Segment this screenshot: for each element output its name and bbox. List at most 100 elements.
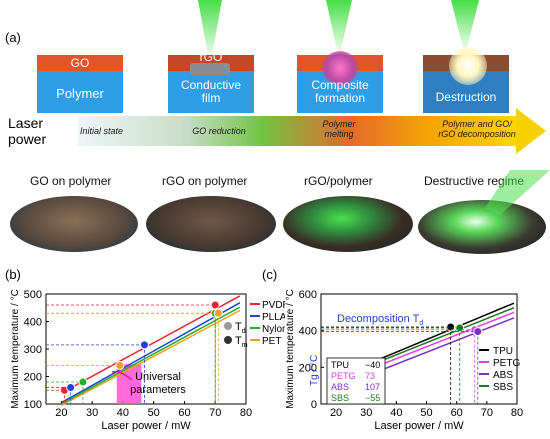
y-tick-label: 300 [24, 344, 42, 356]
panel-b-label: (b) [5, 267, 21, 282]
y-tick-label: 200 [24, 372, 42, 384]
photo-rgo-on-polymer [146, 196, 276, 252]
x-tick-label: 20 [55, 407, 67, 419]
annotation-line-1: Universal [135, 371, 181, 383]
marker-tpu [446, 322, 456, 332]
legend-label-abs: ABS [493, 370, 513, 381]
step-decomposition: Polymer and GO/ rGO decomposition [438, 119, 516, 139]
y-tick-label: 600 [299, 289, 317, 301]
series-line-nylon [61, 306, 241, 405]
series-line-pet [61, 309, 241, 407]
x-tick-label: 50 [420, 407, 432, 419]
x-axis-label: Laser power / mW [374, 420, 464, 432]
legend-label-pvdf: PVDF [262, 300, 285, 311]
y-tick-label: 100 [24, 399, 42, 411]
conductive-film-label: Conductive film [180, 78, 242, 105]
series-line-pvdf [61, 295, 241, 394]
annotation-arrow [111, 370, 133, 381]
x-tick-label: 30 [360, 407, 372, 419]
x-tick-label: 70 [209, 407, 221, 419]
tg-polymer-sbs: SBS [331, 393, 349, 403]
go-layer-label: GO [70, 56, 90, 70]
x-tick-label: 70 [481, 407, 493, 419]
marker-abs [473, 327, 483, 337]
photo-title-rgo: rGO on polymer [162, 174, 248, 188]
series-line-plla [61, 302, 241, 404]
photo-title-destructive: Destructive regime [424, 174, 525, 188]
x-tick-label: 60 [451, 407, 463, 419]
x-tick-label: 50 [148, 407, 160, 419]
panel-c-label: (c) [262, 267, 278, 282]
laser-beam-1 [198, 0, 222, 55]
laser-power-arrow: Initial state GO reduction Polymer melti… [78, 108, 548, 160]
plot-frame [320, 293, 518, 405]
x-tick-label: 40 [117, 407, 129, 419]
marker-td [210, 300, 220, 310]
marker-tm [66, 383, 76, 392]
legend-label-nylon: Nylon [262, 324, 285, 335]
step-go-reduction: GO reduction [192, 126, 246, 136]
tg-table-header: Tg / °C [309, 355, 320, 386]
tg-value-abs: 107 [365, 382, 380, 392]
polymer-label: Polymer [56, 86, 104, 101]
laser-beam-3 [451, 0, 479, 48]
rgo-label: rGO [199, 50, 223, 64]
marker-td [139, 340, 149, 350]
stage-composite: Composite formation [297, 51, 383, 113]
step-polymer-melting: Polymer melting [322, 119, 356, 139]
tg-polymer-abs: ABS [331, 382, 349, 392]
y-tick-label: 0 [311, 399, 317, 411]
panel-a-label: (a) [5, 30, 21, 45]
x-tick-label: 80 [240, 407, 252, 419]
step-initial-state: Initial state [80, 126, 124, 136]
tg-polymer-petg: PETG [331, 371, 356, 381]
legend-label-pet: PET [262, 336, 281, 347]
stage-initial: GO Polymer [37, 55, 123, 113]
legend-label-plla: PLLA [262, 312, 285, 323]
laser-beams [198, 0, 479, 55]
chart-b: 20 30 40 50 60 70 80 100 200 300 400 500 Laser power… [10, 289, 285, 432]
x-tick-label: 40 [390, 407, 402, 419]
x-tick-label: 60 [178, 407, 190, 419]
destructive-beam [485, 170, 550, 215]
x-tick-label: 20 [330, 407, 342, 419]
stage-conductive-film: rGO Conductive film [168, 51, 254, 113]
legend-label-tpu: TPU [493, 346, 513, 357]
y-axis-label: Maximum temperature / °C [10, 289, 21, 409]
marker-td [213, 308, 223, 318]
x-tick-label: 30 [86, 407, 98, 419]
td-legend-label: Td [235, 321, 246, 335]
marker-tm [78, 377, 88, 387]
laser-beam-2 [326, 0, 352, 50]
y-tick-label: 500 [24, 289, 42, 301]
y-tick-label: 400 [299, 326, 317, 338]
universal-parameters-region [116, 364, 142, 404]
tm-legend-marker [224, 336, 232, 344]
marker-sbs [455, 323, 465, 333]
tg-value-tpu: −40 [365, 360, 380, 370]
tg-value-petg: 73 [365, 371, 375, 381]
tg-polymer-tpu: TPU [331, 360, 349, 370]
laser-power-label: Laser power [8, 115, 47, 147]
tg-value-sbs: −55 [365, 393, 380, 403]
legend-label-sbs: SBS [493, 382, 513, 393]
y-tick-label: 400 [24, 317, 42, 329]
decomposition-label: Decomposition Td [337, 313, 423, 327]
td-legend-marker [224, 322, 232, 330]
photo-title-go: GO on polymer [30, 174, 112, 188]
stage-destruction: Destruction [423, 47, 509, 113]
chart-c: 20 30 40 50 60 70 80 0 200 400 600 Laser power / mW… [285, 289, 523, 432]
y-axis-label: Maximum temperature / °C [285, 289, 296, 409]
photo-go-on-polymer [10, 196, 138, 252]
destruction-label: Destruction [435, 90, 497, 104]
x-axis-label: Laser power / mW [101, 420, 191, 432]
x-tick-label: 80 [511, 407, 523, 419]
legend-label-petg: PETG [493, 358, 520, 369]
y-tick-label: 200 [299, 362, 317, 374]
marker-tm [115, 361, 125, 370]
annotation-line-2: parameters [130, 384, 186, 396]
photo-title-rgo-polymer: rGO/polymer [304, 174, 373, 188]
composite-formation-label: Composite formation [311, 78, 369, 105]
photo-rgo-polymer [283, 196, 413, 252]
tg-table [326, 357, 386, 405]
